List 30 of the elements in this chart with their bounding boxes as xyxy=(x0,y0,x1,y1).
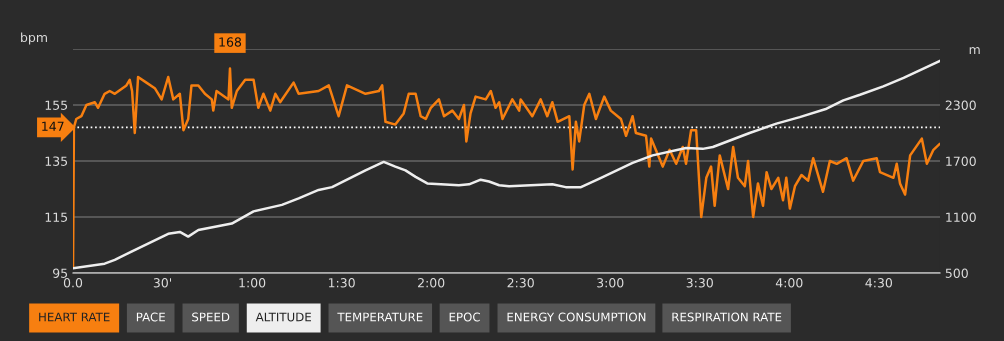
x-tick-label: 1:30 xyxy=(328,278,355,288)
text: ENERGY CONSUMPTION xyxy=(507,312,646,322)
text: TEMPERATURE xyxy=(337,312,423,322)
text: ALTITUDE xyxy=(255,312,311,322)
text: HEART RATE xyxy=(39,312,110,322)
x-tick-label: 4:30 xyxy=(865,278,893,288)
y2-tick-label: 2300 xyxy=(945,100,976,110)
x-tick-label: 1:00 xyxy=(239,278,266,288)
ref-line-label: 147 xyxy=(42,121,64,131)
text: EPOC xyxy=(449,312,480,322)
x-tick-label: 4:00 xyxy=(775,278,803,288)
y2-tick-label: 1100 xyxy=(946,212,976,222)
annotation: 168 xyxy=(219,37,242,47)
x-tick-label: 30' xyxy=(153,278,172,288)
y2-tick-label: 500 xyxy=(945,268,968,278)
text: SPEED xyxy=(192,312,230,322)
text: RESPIRATION RATE xyxy=(672,312,782,322)
x-tick-label: 3:30 xyxy=(686,278,713,288)
x-tick-label: 0.0 xyxy=(63,278,83,288)
y-tick-label: 115 xyxy=(45,212,68,222)
y-tick-label: 95 xyxy=(53,268,68,278)
x-tick-label: 3:00 xyxy=(597,278,624,288)
x-tick-label: 2:00 xyxy=(418,278,445,288)
x-tick-label: 2:30 xyxy=(507,278,534,288)
y2-tick-label: 1700 xyxy=(946,156,976,166)
y-tick-label: 135 xyxy=(45,156,68,166)
y2-axis-title: m xyxy=(969,47,980,55)
text: PACE xyxy=(136,312,165,322)
y-axis-title: bpm xyxy=(21,32,47,45)
y-tick-label: 155 xyxy=(45,100,68,110)
